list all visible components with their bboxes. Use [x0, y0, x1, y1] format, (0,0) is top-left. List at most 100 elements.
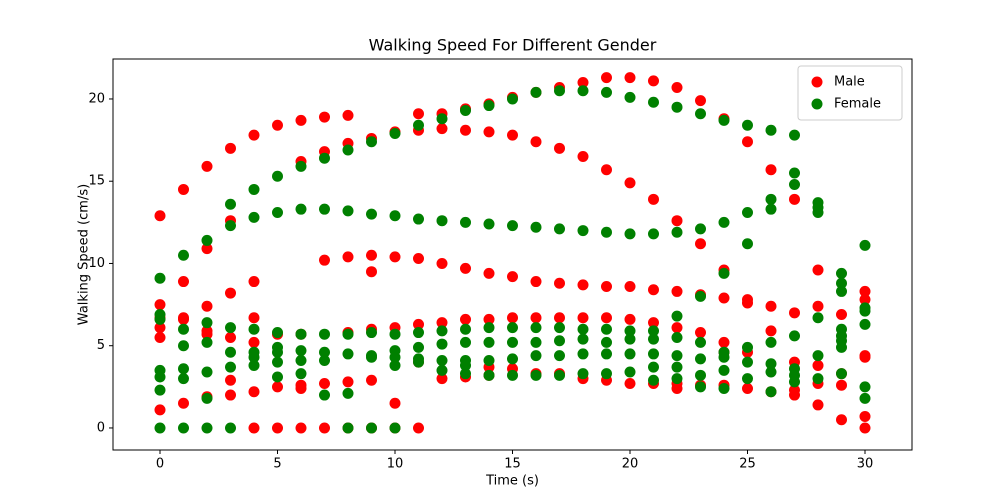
x-tick-label: 15: [504, 457, 521, 472]
data-point: [577, 312, 589, 324]
data-point: [319, 152, 330, 164]
data-point: [178, 313, 189, 325]
data-point: [248, 386, 260, 398]
data-point: [836, 285, 847, 297]
data-point: [718, 364, 730, 376]
data-point: [413, 108, 424, 120]
data-point: [836, 341, 847, 353]
data-point: [624, 228, 636, 240]
data-point: [765, 300, 777, 312]
data-point: [648, 361, 659, 373]
data-point: [601, 72, 612, 84]
data-point: [483, 100, 495, 112]
data-point: [201, 336, 213, 348]
data-point: [413, 253, 424, 265]
data-point: [178, 373, 189, 385]
data-point: [648, 333, 659, 345]
data-point: [272, 327, 283, 339]
data-point: [154, 272, 166, 284]
data-point: [742, 341, 753, 353]
data-point: [742, 297, 753, 309]
data-point: [507, 129, 518, 141]
data-point: [601, 226, 612, 238]
data-point: [366, 351, 377, 363]
data-point: [366, 327, 377, 339]
data-point: [483, 336, 495, 348]
data-point: [671, 350, 683, 362]
data-point: [812, 312, 824, 324]
data-point: [765, 386, 777, 398]
data-point: [601, 368, 612, 380]
data-point: [225, 374, 236, 386]
data-point: [460, 313, 471, 325]
data-point: [436, 123, 448, 135]
data-point: [530, 276, 542, 288]
data-point: [389, 397, 401, 409]
data-point: [718, 336, 730, 348]
data-point: [460, 124, 471, 136]
data-point: [436, 325, 448, 337]
data-point: [483, 126, 495, 138]
data-point: [342, 376, 354, 388]
data-point: [436, 215, 448, 227]
data-point: [765, 358, 777, 370]
data-point: [765, 193, 777, 205]
data-point: [859, 285, 871, 297]
data-point: [695, 369, 706, 381]
data-point: [601, 323, 612, 335]
data-point: [554, 350, 565, 362]
data-point: [272, 119, 283, 131]
data-point: [342, 251, 354, 263]
data-point: [742, 206, 753, 218]
data-point: [695, 327, 706, 339]
data-point: [154, 384, 166, 396]
data-point: [319, 111, 330, 123]
data-point: [272, 206, 283, 218]
data-point: [648, 228, 659, 240]
data-point: [295, 328, 307, 340]
data-point: [530, 369, 542, 381]
data-point: [789, 167, 800, 179]
data-point: [530, 86, 542, 98]
data-point: [319, 378, 330, 390]
legend-label: Male: [834, 75, 865, 90]
data-point: [812, 359, 824, 371]
data-point: [530, 312, 542, 324]
data-point: [154, 210, 166, 222]
data-point: [154, 422, 166, 434]
x-tick-label: 0: [156, 457, 164, 472]
data-point: [366, 249, 377, 261]
data-point: [201, 234, 213, 246]
data-point: [507, 312, 518, 324]
data-point: [554, 85, 565, 97]
data-point: [225, 287, 236, 299]
data-point: [648, 325, 659, 337]
data-point: [836, 379, 847, 391]
data-point: [624, 177, 636, 189]
data-point: [295, 114, 307, 126]
data-point: [248, 276, 260, 288]
data-point: [789, 330, 800, 342]
data-point: [859, 318, 871, 330]
data-point: [577, 225, 589, 237]
data-point: [436, 373, 448, 385]
data-point: [436, 364, 448, 376]
data-point: [624, 91, 636, 103]
data-point: [812, 300, 824, 312]
data-point: [624, 313, 636, 325]
data-point: [718, 382, 730, 394]
data-point: [624, 378, 636, 390]
data-point: [789, 376, 800, 388]
data-point: [178, 183, 189, 195]
data-point: [507, 336, 518, 348]
data-point: [178, 363, 189, 375]
data-point: [671, 382, 683, 394]
legend-box: [797, 65, 903, 121]
data-point: [765, 336, 777, 348]
data-point: [460, 262, 471, 274]
data-point: [154, 404, 166, 416]
data-point: [789, 129, 800, 141]
data-point: [577, 151, 589, 163]
data-point: [859, 422, 871, 434]
data-point: [648, 284, 659, 296]
